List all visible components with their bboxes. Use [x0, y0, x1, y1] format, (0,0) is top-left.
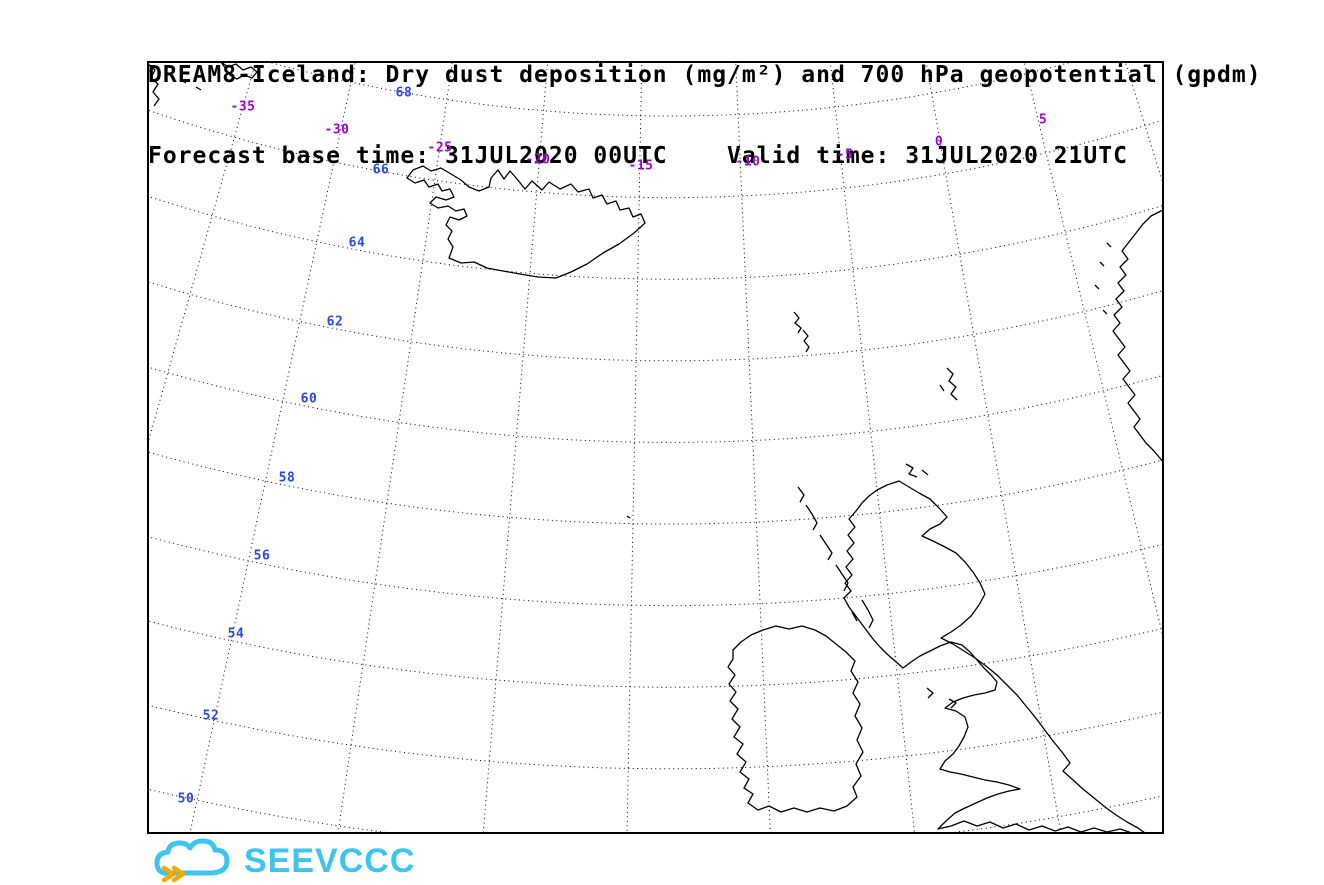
lon-label--10: -10 — [736, 155, 761, 170]
lon-label--20: -20 — [526, 153, 551, 168]
chart-title: DREAM8-Iceland: Dry dust deposition (mg/… — [148, 8, 1262, 224]
coastline-great-britain — [843, 480, 1146, 833]
coastline-inner-isles — [851, 599, 874, 629]
footer-logo: SEEVCCC — [150, 838, 415, 884]
parallel-66 — [148, 109, 1163, 199]
lat-label-68: 68 — [396, 86, 413, 101]
coastline-norway — [1112, 209, 1163, 463]
lat-label-64: 64 — [349, 236, 366, 251]
meridian-10 — [1124, 62, 1163, 186]
lon-label--15: -15 — [629, 159, 654, 174]
coastline-shetland — [939, 367, 958, 401]
coastlines — [148, 62, 1163, 833]
parallel-52 — [148, 704, 1163, 770]
map-frame — [147, 61, 1164, 834]
lon-label--30: -30 — [325, 123, 350, 138]
parallel-62 — [148, 281, 1163, 362]
coastline-ireland — [727, 625, 864, 813]
parallel-50 — [148, 788, 1163, 833]
parallel-68 — [266, 62, 1074, 117]
title-line-2: Forecast base time: 31JUL2020 00UTC Vali… — [148, 143, 1128, 169]
coastline-isle-of-man — [926, 687, 934, 699]
cloud-outline-icon — [154, 838, 230, 877]
meridian--20 — [482, 62, 549, 833]
parallel-48 — [0, 563, 1324, 885]
parallel-58 — [148, 451, 1163, 525]
lon-label-0: 0 — [935, 135, 943, 150]
coastline-orkney — [905, 463, 929, 478]
meridian--35 — [148, 62, 257, 445]
double-chevron-icon — [161, 865, 186, 883]
lat-label-66: 66 — [373, 163, 390, 178]
meridian--5 — [829, 62, 916, 833]
lon-label--25: -25 — [428, 141, 453, 156]
lon-label--5: -5 — [837, 148, 854, 163]
parallel-54 — [148, 620, 1163, 688]
lat-label-52: 52 — [203, 709, 220, 724]
coastline-outer-hebrides — [797, 486, 849, 592]
parallel-56 — [148, 536, 1163, 607]
lat-label-50: 50 — [178, 792, 195, 807]
lat-label-58: 58 — [279, 471, 296, 486]
parallel-64 — [148, 195, 1163, 280]
lat-label-62: 62 — [327, 315, 344, 330]
coastline-faroe-islands — [793, 311, 810, 353]
parallel-60 — [148, 366, 1163, 443]
coastline-norway-islets — [1094, 242, 1112, 315]
meridian-5 — [1023, 62, 1163, 640]
lon-label-5: 5 — [1039, 113, 1047, 128]
meridian--15 — [626, 62, 643, 833]
seevccc-logo-text: SEEVCCC — [244, 841, 416, 880]
meridian-0 — [925, 62, 1062, 833]
title-line-1: DREAM8-Iceland: Dry dust deposition (mg/… — [148, 62, 1262, 88]
lat-label-56: 56 — [254, 549, 271, 564]
lat-label-54: 54 — [228, 627, 245, 642]
meridian-15 — [1155, 0, 1324, 885]
meridian--45 — [0, 0, 137, 885]
lat-label-60: 60 — [301, 392, 318, 407]
meridian--40 — [148, 62, 153, 76]
lon-label--35: -35 — [231, 100, 256, 115]
parallel-70 — [0, 0, 1324, 34]
coastline-greenland-coast — [148, 62, 258, 107]
coastline-rockall-islet — [626, 515, 631, 519]
coastline-iceland — [406, 165, 646, 279]
coastline-anglesey — [948, 698, 957, 709]
seevccc-cloud-icon — [154, 838, 230, 883]
